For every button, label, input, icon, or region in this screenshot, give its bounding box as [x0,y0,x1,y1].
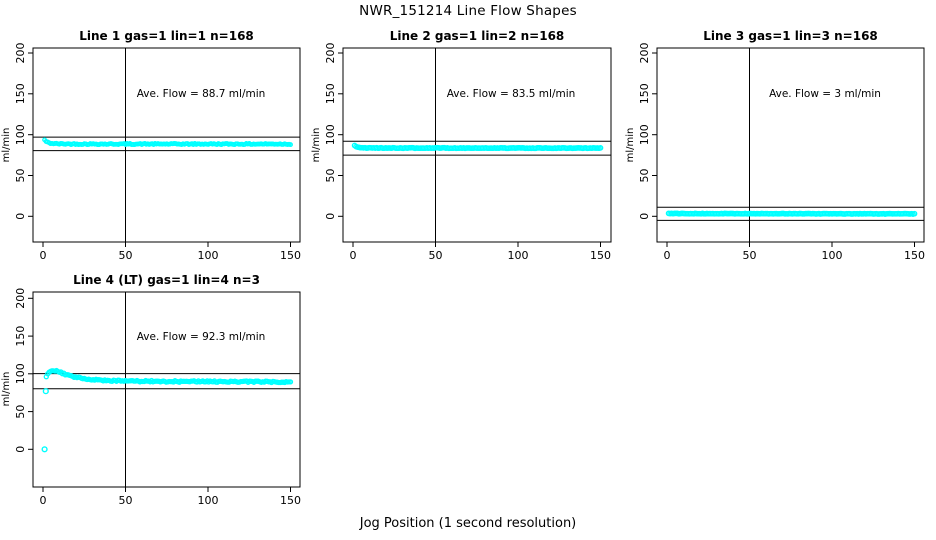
y-tick-label: 0 [14,446,27,453]
y-tick-label: 200 [324,43,337,64]
data-point-outlier [41,446,48,453]
y-tick-label: 100 [14,363,27,384]
panel3-title: Line 3 gas=1 lin=3 n=168 [703,29,878,43]
y-tick-label: 100 [638,124,651,145]
axes-layer: 0 50 100 150 0 50 100 150 200 0 50 100 150 0 50 100 150 2… [14,43,925,508]
x-tick-label: 150 [280,249,301,262]
x-tick-label: 0 [40,494,47,507]
x-tick-label: 100 [198,494,219,507]
y-tick-label: 0 [14,213,27,220]
y-tick-label: 200 [638,43,651,64]
y-tick-label: 150 [14,326,27,347]
x-tick-label: 50 [119,249,133,262]
x-tick-label: 0 [664,249,671,262]
panel3-ave-flow-annotation: Ave. Flow = 3 ml/min [769,88,881,100]
plot-box [342,47,612,243]
y-tick-label: 100 [14,124,27,145]
y-tick-label: 50 [638,169,651,183]
y-tick-label: 150 [14,83,27,104]
data-point-outlier [42,388,49,395]
data-point [597,145,604,151]
y-tick-label: 150 [638,83,651,104]
x-tick-label: 150 [280,494,301,507]
plot-box [32,47,301,243]
data-point [288,142,293,148]
x-tick-label: 50 [429,249,443,262]
y-tick-label: 0 [324,213,337,220]
panel2-title: Line 2 gas=1 lin=2 n=168 [389,29,565,43]
panel1-ave-flow-annotation: Ave. Flow = 88.7 ml/min [137,88,266,100]
y-tick-label: 200 [14,288,27,309]
x-tick-label: 50 [119,494,133,507]
data-point [911,210,918,217]
panel4-ave-flow-annotation: Ave. Flow = 92.3 ml/min [137,331,266,343]
points-layer [41,137,918,453]
panel4-title: Line 4 (LT) gas=1 lin=4 n=3 [73,273,260,287]
plot-box [656,47,925,243]
y-tick-label: 50 [14,405,27,419]
figure-xlabel: Jog Position (1 second resolution) [359,516,577,531]
panel1-title: Line 1 gas=1 lin=1 n=168 [79,29,254,43]
x-tick-label: 100 [508,249,529,262]
panel2-ave-flow-annotation: Ave. Flow = 83.5 ml/min [447,88,576,100]
y-tick-label: 50 [324,169,337,183]
x-tick-label: 0 [40,249,47,262]
x-tick-label: 100 [198,249,219,262]
x-tick-label: 100 [822,249,843,262]
x-tick-label: 150 [590,249,611,262]
plot-box [32,291,301,488]
y-tick-label: 50 [14,169,27,183]
y-tick-label: 0 [638,213,651,220]
y-tick-label: 200 [14,43,27,64]
y-tick-label: 100 [324,124,337,145]
x-tick-label: 0 [350,249,357,262]
y-tick-label: 150 [324,83,337,104]
figure-title: NWR_151214 Line Flow Shapes [359,3,577,19]
x-tick-label: 150 [904,249,925,262]
data-point [287,379,294,385]
x-tick-label: 50 [743,249,757,262]
